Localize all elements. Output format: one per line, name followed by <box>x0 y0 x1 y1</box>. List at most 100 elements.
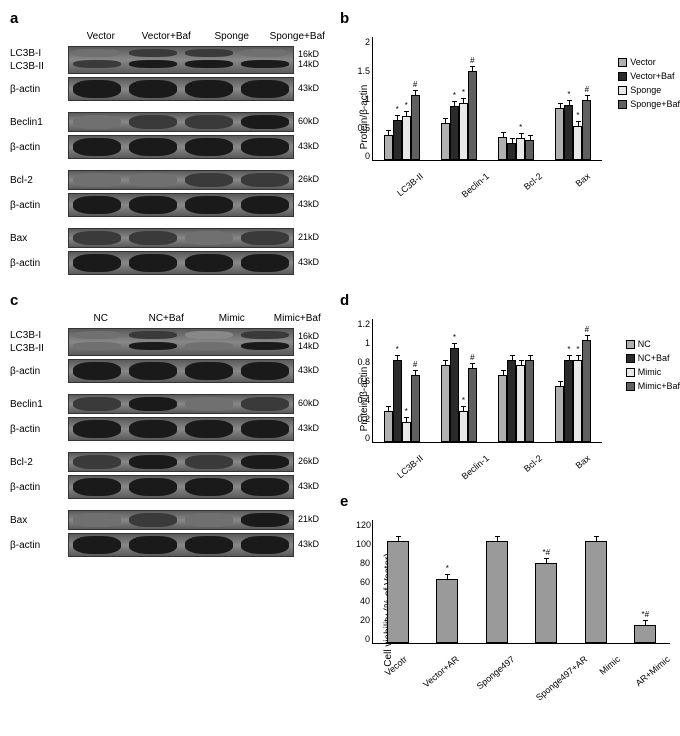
x-labels: LC3B-IIBeclin-1Bcl-2Bax <box>372 163 602 197</box>
legend-item: NC <box>626 339 680 349</box>
right-column-lower: d Protein/β-actin1.210.80.60.40.20**#**#… <box>340 292 680 700</box>
plot-area: **#**#***# <box>372 37 602 161</box>
bar: # <box>468 368 477 442</box>
panel-c: c NCNC+BafMimicMimic+BafLC3B-ILC3B-II16k… <box>10 292 330 700</box>
blot-row: β-actin 43kD <box>10 193 330 217</box>
blot-row: β-actin 43kD <box>10 417 330 441</box>
blot-protein-label: Bcl-2 <box>10 175 64 186</box>
blot-protein-label: β-actin <box>10 200 64 211</box>
bar-group: **# <box>441 319 477 442</box>
bar <box>441 365 450 442</box>
blot-protein-label: Beclin1 <box>10 117 64 128</box>
bar <box>498 137 507 160</box>
blot-protein-label: β-actin <box>10 142 64 153</box>
blot-size-label: 43kD <box>298 482 330 492</box>
bar-chart-d: Protein/β-actin1.210.80.60.40.20**#**#**… <box>340 319 680 479</box>
bar-group <box>498 319 534 442</box>
panel-d: d Protein/β-actin1.210.80.60.40.20**#**#… <box>340 292 680 479</box>
bar: * <box>393 120 402 160</box>
plot-area: **#**#**# <box>372 319 602 443</box>
blot-protein-label: LC3B-ILC3B-II <box>10 48 64 72</box>
blot-row: Bax 21kD <box>10 228 330 248</box>
legend-item: Vector+Baf <box>618 71 680 81</box>
bar-group: **# <box>384 37 420 160</box>
legend-item: Vector <box>618 57 680 67</box>
legend-item: Mimic+Baf <box>626 381 680 391</box>
y-ticks: 21.510.50 <box>356 37 370 161</box>
blot-size-label: 43kD <box>298 424 330 434</box>
bar <box>585 541 607 644</box>
panel-a: a VectorVector+BafSpongeSponge+BafLC3B-I… <box>10 10 330 284</box>
blot-strip <box>68 170 294 190</box>
bar: * <box>402 116 411 160</box>
western-blot-c: NCNC+BafMimicMimic+BafLC3B-ILC3B-II16kD1… <box>10 313 330 566</box>
panel-d-label: d <box>340 292 680 309</box>
blot-strip <box>68 417 294 441</box>
blot-size-label: 43kD <box>298 84 330 94</box>
blot-protein-label: β-actin <box>10 482 64 493</box>
panel-e-label: e <box>340 493 680 510</box>
bar <box>525 140 534 160</box>
blot-header: VectorVector+BafSpongeSponge+Baf <box>68 31 330 42</box>
blot-size-label: 26kD <box>298 175 330 185</box>
blot-size-label: 21kD <box>298 233 330 243</box>
figure-grid: a VectorVector+BafSpongeSponge+BafLC3B-I… <box>10 10 670 700</box>
bar <box>384 411 393 442</box>
blot-size-label: 60kD <box>298 117 330 127</box>
blot-protein-label: LC3B-ILC3B-II <box>10 330 64 354</box>
bar: * <box>393 360 402 442</box>
blot-strip <box>68 510 294 530</box>
blot-protein-label: β-actin <box>10 540 64 551</box>
blot-size-label: 43kD <box>298 258 330 268</box>
blot-row: β-actin43kD <box>10 359 330 383</box>
bar-group: **# <box>555 319 591 442</box>
blot-size-label: 26kD <box>298 457 330 467</box>
blot-condition-label: Mimic+Baf <box>265 313 331 324</box>
bar: * <box>516 138 525 160</box>
blot-protein-label: β-actin <box>10 84 64 95</box>
blot-row: Beclin1 60kD <box>10 112 330 132</box>
bar: * <box>459 103 468 160</box>
bar: * <box>564 105 573 160</box>
blot-strip <box>68 251 294 275</box>
y-ticks: 1.210.80.60.40.20 <box>356 319 370 443</box>
blot-strip <box>68 452 294 472</box>
bar <box>441 123 450 160</box>
blot-strip <box>68 533 294 557</box>
bar-group: **# <box>441 37 477 160</box>
bar <box>387 541 409 644</box>
bar-group: * <box>498 37 534 160</box>
bar <box>555 386 564 442</box>
blot-protein-label: Bax <box>10 515 64 526</box>
plot-area: **#*# <box>372 520 670 644</box>
panel-b-label: b <box>340 10 680 27</box>
bar: * <box>436 579 458 643</box>
legend-item: NC+Baf <box>626 353 680 363</box>
blot-strip <box>68 46 294 74</box>
bar <box>516 365 525 442</box>
bar: # <box>582 340 591 443</box>
y-ticks: 120100806040200 <box>356 520 370 644</box>
blot-row: β-actin43kD <box>10 251 330 275</box>
bar: * <box>564 360 573 442</box>
blot-protein-label: β-actin <box>10 424 64 435</box>
blot-row: β-actin 43kD <box>10 135 330 159</box>
bar-chart-b: Protein/β-actin21.510.50**#**#***#LC3B-I… <box>340 37 680 197</box>
blot-condition-label: Vector <box>68 31 134 42</box>
blot-condition-label: Sponge <box>199 31 265 42</box>
blot-strip <box>68 193 294 217</box>
panel-c-label: c <box>10 292 330 309</box>
blot-size-label: 16kD14kD <box>298 332 330 352</box>
blot-condition-label: Vector+Baf <box>134 31 200 42</box>
panel-e: e Cell viability (% of Vector)1201008060… <box>340 493 680 700</box>
blot-size-label: 43kD <box>298 200 330 210</box>
bar: # <box>411 375 420 442</box>
blot-size-label: 16kD14kD <box>298 50 330 70</box>
blot-row: β-actin 43kD <box>10 77 330 101</box>
blot-protein-label: Bax <box>10 233 64 244</box>
blot-size-label: 43kD <box>298 142 330 152</box>
bar-chart-e: Cell viability (% of Vector)120100806040… <box>340 520 680 700</box>
blot-condition-label: NC+Baf <box>134 313 200 324</box>
blot-size-label: 21kD <box>298 515 330 525</box>
bar: # <box>468 71 477 160</box>
